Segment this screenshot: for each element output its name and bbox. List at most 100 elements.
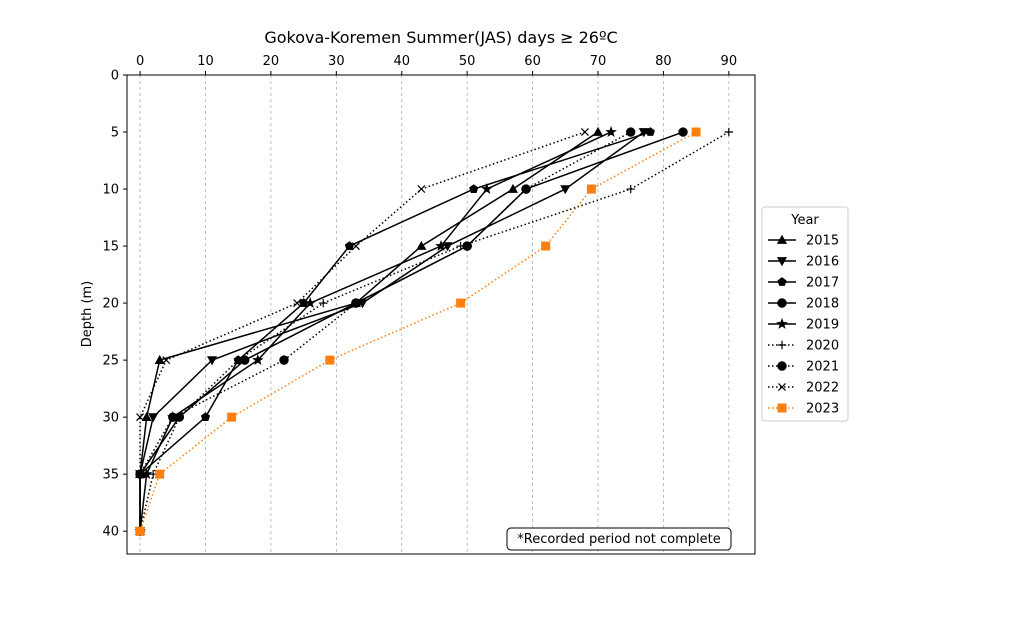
series-2017: [135, 127, 655, 536]
data-point: [541, 241, 551, 251]
data-point: [304, 297, 316, 309]
legend-marker: [777, 277, 787, 286]
grid-lines: [139, 75, 730, 554]
data-point: [351, 298, 361, 308]
data-point: [279, 355, 289, 365]
data-point: [344, 241, 354, 250]
x-tick-label: 50: [459, 54, 476, 69]
data-point: [135, 526, 145, 536]
legend-label: 2023: [806, 402, 839, 417]
series-2022: [136, 128, 589, 536]
series-line-2018: [139, 131, 684, 532]
data-point: [507, 183, 519, 193]
x-tick-label: 60: [524, 54, 541, 69]
data-point: [154, 354, 165, 364]
x-tick-label: 20: [263, 54, 280, 69]
legend-marker: [777, 403, 787, 413]
chart-title: Gokova-Koremen Summer(JAS) days ≥ 26ºC: [264, 28, 617, 47]
data-point: [442, 242, 453, 252]
data-point: [435, 239, 447, 252]
data-point: [580, 128, 589, 137]
legend-label: 2016: [806, 255, 839, 270]
legend-marker: [778, 383, 786, 391]
data-point: [252, 354, 264, 366]
data-point: [136, 413, 145, 422]
data-point: [168, 412, 178, 422]
legend-label: 2015: [806, 234, 839, 249]
legend-marker: [776, 257, 788, 267]
data-point: [462, 241, 472, 251]
series-line-2020: [139, 131, 730, 532]
legend-label: 2022: [806, 381, 839, 396]
legend-marker: [776, 234, 788, 244]
data-point: [148, 413, 159, 423]
x-tick-label: 70: [590, 54, 607, 69]
data-point: [480, 182, 493, 194]
data-point: [456, 298, 466, 308]
x-tick-label: 40: [393, 54, 410, 69]
x-tick-label: 90: [721, 54, 738, 69]
series-2018: [135, 127, 688, 536]
legend-label: 2017: [806, 276, 839, 291]
data-point: [417, 185, 426, 194]
data-point: [521, 184, 531, 194]
data-point: [592, 126, 604, 136]
y-tick-label: 0: [111, 69, 119, 84]
series-line-2015: [139, 131, 599, 532]
legend-marker: [776, 317, 788, 329]
series-2020: [135, 127, 734, 536]
y-tick-label: 35: [102, 468, 119, 483]
legend-item-2020: 2020: [768, 339, 839, 354]
series-line-2022: [139, 131, 586, 532]
axes: 0 10 20 30 40 50 60 70 80 90 0 5 10 15 20 25 30 35 40: [102, 54, 737, 540]
data-point: [162, 356, 171, 365]
data-point: [469, 184, 479, 193]
series-line-2017: [139, 131, 651, 532]
legend-item-2016: 2016: [768, 255, 839, 270]
data-point: [351, 242, 360, 251]
series-2016: [135, 128, 649, 537]
legend-marker: [777, 361, 787, 371]
data-point: [141, 411, 152, 422]
y-tick-label: 25: [102, 354, 119, 369]
legend-marker: [777, 298, 787, 308]
legend-item-2015: 2015: [768, 234, 839, 249]
data-point: [234, 355, 243, 365]
data-point: [325, 355, 335, 365]
legend-label: 2018: [806, 297, 839, 312]
legend-label: 2019: [806, 318, 839, 333]
data-point: [586, 184, 596, 194]
data-point: [626, 127, 636, 137]
x-tick-label: 10: [197, 54, 214, 69]
data-point: [200, 412, 211, 422]
data-point: [293, 299, 302, 308]
data-point: [605, 125, 617, 137]
legend-label: 2021: [806, 360, 839, 375]
data-point: [560, 185, 571, 195]
series-2023: [135, 127, 701, 536]
legend-item-2021: 2021: [768, 360, 839, 375]
series-2019: [134, 125, 617, 537]
data-point: [416, 240, 427, 250]
annotation-box: *Recorded period not complete: [506, 527, 732, 551]
legend-title: Year: [790, 213, 819, 228]
y-tick-label: 15: [102, 240, 119, 255]
data-point: [724, 127, 734, 137]
legend-item-2022: 2022: [768, 381, 839, 396]
series-line-2021: [139, 131, 632, 532]
y-tick-label: 5: [111, 126, 119, 141]
legend: Year 2015 2016 2017 2018 2019 2020 2021 2022 202…: [761, 206, 849, 422]
annotation-text: *Recorded period not complete: [517, 532, 721, 547]
series-line-2016: [139, 131, 645, 532]
y-tick-label: 20: [102, 297, 119, 312]
data-point: [319, 298, 328, 308]
y-tick-label: 10: [102, 183, 119, 198]
legend-item-2018: 2018: [768, 297, 839, 312]
legend-label: 2020: [806, 339, 839, 354]
y-axis-label: Depth (m): [80, 281, 95, 348]
series-layer: [134, 125, 734, 537]
plot-frame: [126, 74, 756, 555]
data-point: [155, 469, 165, 479]
legend-marker: [777, 340, 787, 350]
